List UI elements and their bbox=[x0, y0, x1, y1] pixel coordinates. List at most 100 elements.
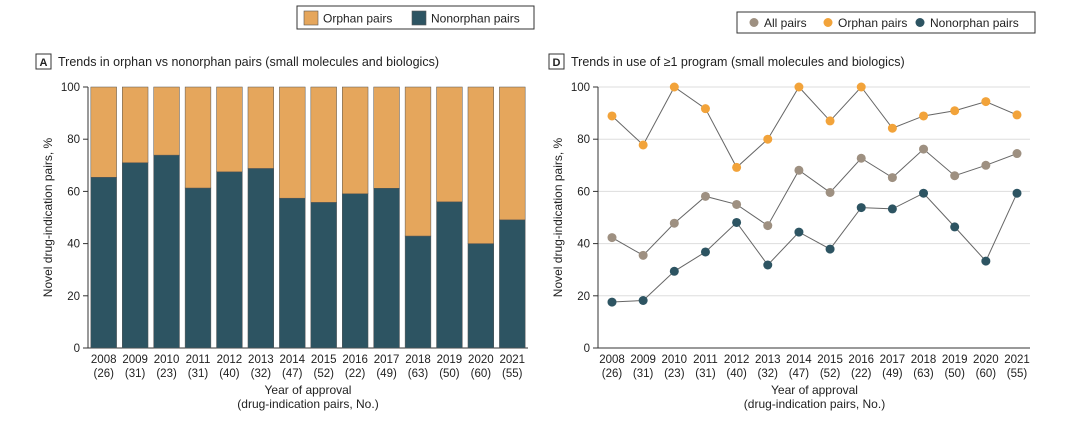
bar-nonorphan bbox=[279, 197, 306, 349]
point-nonorphan bbox=[856, 203, 866, 213]
panel-letter-d: D bbox=[553, 57, 561, 69]
point-all bbox=[700, 191, 710, 201]
panel-d-xtick-count: (26) bbox=[602, 368, 623, 380]
panel-d-ytick-label: 20 bbox=[577, 291, 590, 303]
legend-label-orphan: Orphan pairs bbox=[323, 12, 392, 26]
bar-orphan bbox=[279, 86, 306, 199]
point-nonorphan bbox=[981, 256, 991, 266]
panel-a-xtick-label: 2016 bbox=[342, 354, 368, 366]
panel-d-xtick-count: (52) bbox=[820, 368, 841, 380]
panel-d-xtick-count: (55) bbox=[1007, 368, 1028, 380]
panel-a-ytick-label: 20 bbox=[67, 291, 80, 303]
panel-d-ytick-label: 100 bbox=[571, 82, 590, 94]
panel-a-ytick-label: 100 bbox=[61, 82, 80, 94]
point-all bbox=[856, 153, 866, 163]
point-nonorphan bbox=[794, 227, 804, 237]
panel-a-xtick-count: (22) bbox=[345, 368, 366, 380]
panel-title-d: Trends in use of ≥1 program (small molec… bbox=[571, 55, 905, 69]
panel-a-ytick-label: 0 bbox=[74, 343, 80, 355]
panel-d-x-axis-title: Year of approval bbox=[771, 383, 858, 397]
panel-d-xtick-label: 2015 bbox=[817, 354, 843, 366]
point-all bbox=[732, 199, 742, 209]
point-nonorphan bbox=[950, 222, 960, 232]
panel-d-x-axis-subtitle: (drug-indication pairs, No.) bbox=[744, 397, 885, 411]
panel-d-xtick-count: (31) bbox=[633, 368, 654, 380]
bar-orphan bbox=[467, 86, 494, 244]
point-all bbox=[919, 144, 929, 154]
point-nonorphan bbox=[919, 188, 929, 198]
panel-d-xtick-label: 2017 bbox=[880, 354, 906, 366]
line-orphan bbox=[611, 86, 1018, 169]
legend-dot-nonorphan bbox=[915, 18, 925, 27]
legend-swatch-nonorphan bbox=[411, 10, 427, 26]
panel-a-xtick-count: (31) bbox=[188, 368, 209, 380]
panel-a-xtick-label: 2018 bbox=[405, 354, 431, 366]
bar-nonorphan bbox=[247, 168, 274, 349]
point-orphan bbox=[981, 97, 991, 107]
bar-orphan bbox=[310, 86, 337, 203]
panel-d-xtick-label: 2014 bbox=[786, 354, 812, 366]
panel-a-x-axis-subtitle: (drug-indication pairs, No.) bbox=[237, 397, 378, 411]
panel-a-xtick-count: (52) bbox=[313, 368, 334, 380]
bar-nonorphan bbox=[499, 219, 526, 349]
panel-a-xtick-count: (50) bbox=[439, 368, 460, 380]
legend-label-all: All pairs bbox=[764, 16, 807, 30]
panel-d-xtick-label: 2016 bbox=[848, 354, 874, 366]
point-nonorphan bbox=[638, 295, 648, 305]
bar-orphan bbox=[90, 86, 117, 178]
point-nonorphan bbox=[825, 244, 835, 254]
panel-title-a: Trends in orphan vs nonorphan pairs (sma… bbox=[58, 55, 439, 69]
point-orphan bbox=[700, 104, 710, 114]
point-all bbox=[638, 250, 648, 260]
panel-d-xtick-label: 2018 bbox=[911, 354, 937, 366]
panel-a-xtick-count: (55) bbox=[502, 368, 523, 380]
point-all bbox=[669, 218, 679, 228]
legend-dot-all bbox=[749, 18, 759, 27]
point-nonorphan bbox=[732, 217, 742, 227]
bar-orphan bbox=[404, 86, 432, 237]
panel-d-xtick-count: (23) bbox=[664, 368, 685, 380]
panel-a-xtick-label: 2020 bbox=[468, 354, 494, 366]
bar-nonorphan bbox=[373, 188, 400, 349]
panel-d-ytick-label: 40 bbox=[577, 239, 590, 251]
point-all bbox=[950, 171, 960, 181]
panel-d-xtick-label: 2011 bbox=[693, 354, 718, 366]
panel-d-xtick-label: 2021 bbox=[1004, 354, 1030, 366]
panel-a-chart: 0 20 40 60 80 100 Novel drug-indication pairs,… bbox=[41, 82, 528, 411]
point-orphan bbox=[919, 111, 929, 121]
point-all bbox=[1012, 149, 1022, 159]
point-orphan bbox=[669, 82, 679, 92]
point-all bbox=[981, 160, 991, 170]
point-orphan bbox=[638, 140, 648, 150]
point-orphan bbox=[887, 123, 897, 133]
panel-a-xtick-label: 2021 bbox=[499, 354, 525, 366]
bar-nonorphan bbox=[467, 243, 494, 349]
panel-d-xtick-label: 2008 bbox=[599, 354, 625, 366]
panel-a-xtick-label: 2013 bbox=[248, 354, 274, 366]
panel-letter-box-a bbox=[35, 53, 52, 70]
panel-a-xtick-count: (63) bbox=[408, 368, 429, 380]
panel-a-y-axis-title: Novel drug-indication pairs, % bbox=[41, 137, 55, 297]
panel-d-ytick-label: 60 bbox=[577, 186, 590, 198]
point-orphan bbox=[825, 116, 835, 126]
point-all bbox=[763, 221, 773, 231]
panel-a-xtick-label: 2019 bbox=[437, 354, 463, 366]
point-orphan bbox=[1012, 110, 1022, 120]
panel-a-header: A Trends in orphan vs nonorphan pairs (s… bbox=[35, 53, 439, 70]
panel-a-xtick-label: 2009 bbox=[122, 354, 148, 366]
panel-letter-box-d bbox=[548, 53, 565, 70]
bar-nonorphan bbox=[122, 162, 149, 349]
legend-dot-orphan bbox=[823, 18, 833, 27]
legend-label-orphan-d: Orphan pairs bbox=[838, 16, 907, 30]
panel-d-xtick-label: 2010 bbox=[662, 354, 688, 366]
point-orphan bbox=[607, 111, 617, 121]
point-orphan bbox=[763, 134, 773, 144]
legend-d: All pairs Orphan pairs Nonorphan pairs bbox=[736, 11, 1036, 34]
panel-a-xtick-count: (23) bbox=[156, 368, 177, 380]
point-all bbox=[825, 187, 835, 197]
bar-nonorphan bbox=[342, 193, 369, 349]
panel-a-xtick-count: (47) bbox=[282, 368, 303, 380]
panel-d-xtick-count: (22) bbox=[851, 368, 872, 380]
panel-d-ytick-label: 0 bbox=[584, 343, 590, 355]
